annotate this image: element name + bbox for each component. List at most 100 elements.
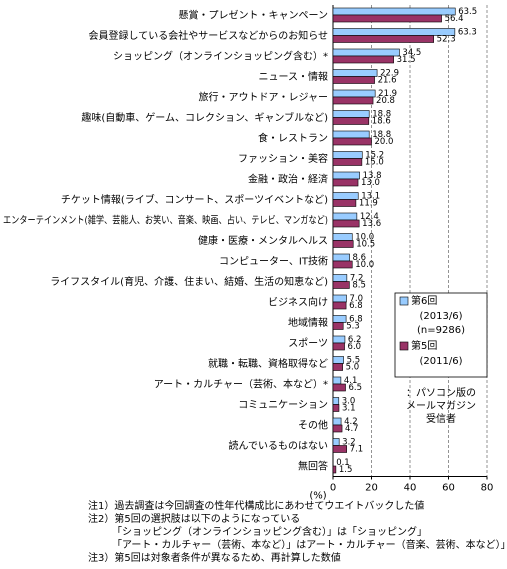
bar — [332, 14, 442, 23]
bar — [332, 151, 363, 159]
y-tick-label: 趣味(自動車、ゲーム、コレクション、ギャンブルなど) — [81, 111, 328, 124]
y-tick-label: チケット情報(ライブ、コンサート、スポーツイベントなど) — [61, 193, 328, 206]
bar — [332, 465, 337, 474]
bar — [332, 397, 340, 405]
value-label: 10.0 — [355, 233, 374, 243]
legend-swatch — [399, 296, 409, 306]
y-tick-label: 会員登録している会社やサービスなどからのお知らせ — [89, 29, 329, 42]
bar — [332, 89, 376, 98]
y-tick-label: スポーツ — [288, 337, 328, 349]
bar — [332, 294, 347, 303]
value-label: 20.8 — [376, 96, 395, 106]
bar — [332, 253, 350, 262]
bar — [332, 383, 346, 392]
footnote: 注1）過去調査は今回調査の性年代構成比にあわせてウエイトバックした値 — [88, 499, 424, 512]
value-label: 13.1 — [361, 192, 380, 202]
bar — [332, 274, 348, 282]
annotation: ：パソコン版の — [406, 386, 476, 399]
value-label: 13.0 — [361, 178, 380, 188]
y-tick-label: 懸賞・プレゼント・キャンペーン — [179, 8, 329, 21]
value-label: 18.6 — [372, 117, 391, 127]
bar — [332, 424, 343, 433]
y-tick-label: コンピューター、IT技術 — [219, 254, 328, 267]
bar — [332, 445, 347, 453]
value-label: 4.2 — [344, 417, 358, 427]
value-label: 6.5 — [349, 383, 363, 393]
bar — [332, 363, 343, 371]
bar — [332, 281, 350, 289]
value-label: 22.9 — [380, 69, 399, 79]
bar — [332, 199, 357, 207]
y-tick-label: エンターテインメント(雑学、芸能人、お笑い、音楽、映画、占い、テレビ、マンガなど… — [3, 213, 328, 226]
y-tick-label: 健康・医療・メンタルヘルス — [198, 234, 328, 247]
bar — [332, 192, 359, 200]
footnote: 「アート・カルチャー（芸術、本など）」はアート・カルチャー（音楽、芸術、本など）… — [112, 538, 507, 551]
value-label: 7.0 — [349, 294, 363, 304]
annotation: 受信者 — [426, 413, 456, 425]
y-tick-label: 旅行・アウトドア・レジャー — [199, 90, 329, 103]
value-label: 3.0 — [342, 397, 356, 407]
y-tick-label: ショッピング（オンラインショッピング含む）* — [113, 49, 328, 62]
value-label: 1.5 — [339, 465, 353, 475]
value-label: 5.3 — [346, 322, 360, 332]
value-label: 63.3 — [458, 28, 477, 38]
value-label: 52.3 — [437, 35, 456, 45]
y-tick-label: 地域情報 — [288, 316, 328, 329]
legend-label: 第5回 — [411, 339, 437, 352]
value-label: 18.8 — [372, 110, 391, 120]
legend-swatch — [399, 341, 409, 351]
bar — [332, 417, 342, 426]
bar — [332, 158, 363, 166]
bar — [332, 35, 434, 43]
x-axis-label: (%) — [309, 491, 326, 502]
bar — [332, 137, 372, 146]
value-label: 4.1 — [344, 376, 358, 386]
value-label: 13.8 — [363, 171, 382, 181]
legend-detail: (n=9286) — [417, 325, 465, 336]
value-label: 12.4 — [360, 212, 379, 222]
legend-label: 第6回 — [411, 294, 437, 307]
y-tick-label: 金融・政治・経済 — [248, 172, 328, 185]
value-label: 11.9 — [359, 199, 378, 209]
value-label: 7.2 — [350, 274, 364, 284]
bar — [332, 7, 456, 16]
y-tick-label: コミュニケーション — [238, 399, 328, 411]
bar — [332, 96, 374, 105]
value-label: 56.4 — [445, 14, 464, 24]
value-label: 6.8 — [349, 301, 363, 311]
value-label: 10.0 — [355, 260, 374, 270]
x-tick-label: 60 — [442, 483, 455, 494]
footnote: 注2）第5回の選択肢は以下のようになっている — [88, 512, 300, 525]
y-tick-label: 無回答 — [298, 459, 328, 472]
value-label: 13.6 — [362, 219, 381, 229]
y-tick-label: ライフスタイル(育児、介護、住まい、結婚、生活の知恵など) — [50, 275, 328, 288]
y-tick-label: ビジネス向け — [268, 295, 328, 308]
y-tick-label: ニュース・情報 — [259, 70, 329, 83]
legend-detail: (2011/6) — [420, 356, 463, 367]
value-label: 15.0 — [365, 158, 384, 168]
value-label: 8.5 — [352, 281, 366, 291]
value-label: 34.5 — [402, 48, 421, 58]
value-label: 10.5 — [356, 240, 375, 250]
value-label: 31.5 — [397, 55, 416, 65]
value-label: 5.0 — [346, 363, 360, 373]
bar — [332, 219, 360, 228]
footnote: 注3）第5回は対象者条件が異なるため、再計算した数値 — [88, 551, 341, 564]
bar — [332, 322, 344, 330]
bar — [332, 69, 378, 77]
bar — [332, 404, 340, 412]
value-label: 6.8 — [349, 315, 363, 325]
bar — [332, 342, 345, 351]
value-label: 5.5 — [347, 356, 361, 366]
bar — [332, 233, 353, 241]
bar — [332, 335, 346, 344]
legend-detail: (2013/6) — [420, 311, 463, 322]
bar — [332, 178, 359, 187]
bar — [332, 48, 400, 57]
bar — [332, 260, 353, 269]
value-label: 18.8 — [372, 130, 391, 140]
y-tick-label: アート・カルチャー（芸術、本など）* — [154, 377, 328, 390]
bar — [332, 315, 347, 323]
bar — [332, 301, 347, 310]
